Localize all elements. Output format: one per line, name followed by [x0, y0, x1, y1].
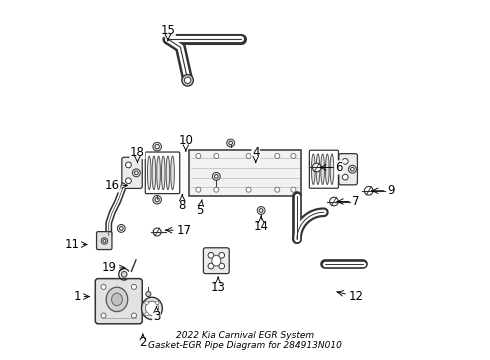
Circle shape [155, 312, 159, 316]
Text: 1: 1 [74, 290, 87, 303]
Text: 9: 9 [371, 184, 395, 197]
Circle shape [117, 225, 125, 232]
FancyBboxPatch shape [190, 149, 300, 196]
Circle shape [365, 186, 373, 195]
Circle shape [208, 263, 214, 269]
Circle shape [196, 153, 201, 158]
Text: 11: 11 [65, 238, 85, 251]
Text: 15: 15 [160, 24, 175, 41]
Circle shape [153, 142, 161, 151]
Ellipse shape [161, 156, 165, 190]
Text: 2022 Kia Carnival EGR System
Gasket-EGR Pipe Diagram for 284913N010: 2022 Kia Carnival EGR System Gasket-EGR … [148, 331, 342, 350]
Ellipse shape [147, 156, 151, 190]
Circle shape [343, 158, 348, 164]
Ellipse shape [316, 154, 320, 184]
Text: 10: 10 [178, 134, 193, 151]
Circle shape [182, 75, 194, 86]
FancyBboxPatch shape [203, 248, 229, 274]
Circle shape [275, 153, 280, 158]
Circle shape [208, 252, 214, 258]
Text: 2: 2 [139, 333, 147, 348]
Circle shape [103, 239, 106, 242]
Circle shape [153, 195, 161, 204]
Circle shape [131, 284, 137, 289]
Circle shape [291, 187, 296, 192]
Circle shape [155, 198, 159, 202]
Circle shape [214, 153, 219, 158]
Circle shape [257, 207, 265, 215]
Circle shape [229, 141, 232, 145]
Circle shape [330, 197, 338, 206]
Circle shape [122, 271, 127, 277]
Text: 17: 17 [165, 224, 192, 237]
Ellipse shape [330, 154, 334, 184]
Text: 3: 3 [153, 306, 160, 324]
Ellipse shape [321, 154, 324, 184]
FancyBboxPatch shape [97, 231, 112, 249]
Ellipse shape [112, 293, 122, 306]
Ellipse shape [146, 301, 158, 316]
Ellipse shape [166, 156, 170, 190]
Text: 8: 8 [178, 194, 186, 212]
Circle shape [313, 163, 321, 172]
Circle shape [101, 313, 106, 318]
Circle shape [227, 139, 235, 147]
Circle shape [219, 252, 224, 258]
Text: 16: 16 [105, 179, 125, 192]
Circle shape [291, 153, 296, 158]
Text: 6: 6 [319, 161, 343, 174]
Circle shape [275, 187, 280, 192]
FancyBboxPatch shape [95, 279, 142, 324]
Circle shape [155, 144, 159, 149]
Ellipse shape [325, 154, 329, 184]
Ellipse shape [106, 287, 128, 312]
Circle shape [214, 187, 219, 192]
Text: 7: 7 [337, 195, 360, 208]
Circle shape [146, 292, 151, 297]
Circle shape [101, 284, 106, 289]
Text: 19: 19 [101, 261, 123, 274]
Circle shape [125, 178, 131, 184]
Circle shape [120, 226, 123, 230]
Text: 5: 5 [196, 200, 204, 217]
Text: 13: 13 [211, 277, 225, 294]
Ellipse shape [152, 156, 156, 190]
Circle shape [351, 167, 354, 171]
Circle shape [215, 175, 218, 178]
Circle shape [145, 312, 148, 316]
Circle shape [196, 187, 201, 192]
Circle shape [155, 301, 159, 305]
Text: 4: 4 [252, 145, 260, 163]
Circle shape [153, 228, 161, 236]
Ellipse shape [312, 154, 315, 184]
FancyBboxPatch shape [339, 154, 357, 185]
Circle shape [125, 162, 131, 168]
FancyBboxPatch shape [122, 157, 142, 188]
Text: 18: 18 [130, 145, 145, 163]
Circle shape [132, 169, 140, 177]
Ellipse shape [142, 297, 162, 319]
Ellipse shape [212, 255, 221, 266]
Circle shape [212, 172, 220, 180]
Circle shape [343, 174, 348, 180]
Ellipse shape [171, 156, 174, 190]
Text: 14: 14 [254, 216, 269, 233]
Circle shape [348, 165, 356, 173]
Ellipse shape [157, 156, 160, 190]
Circle shape [246, 153, 251, 158]
Circle shape [259, 209, 263, 212]
Circle shape [135, 171, 138, 175]
Circle shape [145, 301, 148, 305]
Circle shape [184, 77, 191, 84]
Circle shape [219, 263, 224, 269]
Circle shape [246, 187, 251, 192]
Circle shape [101, 238, 108, 244]
Circle shape [131, 313, 137, 318]
Text: 12: 12 [337, 290, 364, 303]
